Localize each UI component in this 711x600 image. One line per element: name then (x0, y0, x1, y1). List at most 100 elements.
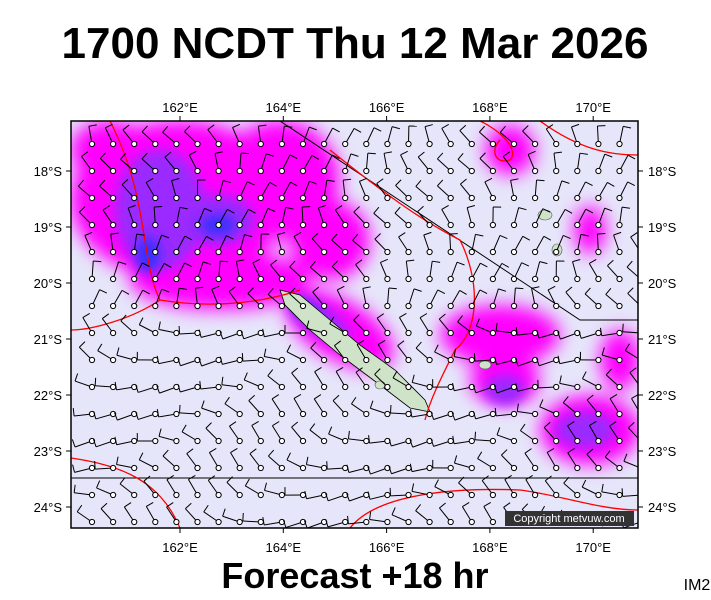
barb-station (468, 194, 475, 202)
lon-label: 162°E (162, 540, 198, 555)
barb-flag (543, 421, 551, 428)
barb-flag (423, 231, 432, 236)
barb-flag (536, 179, 545, 182)
barb-station (215, 491, 222, 499)
barb-flag (181, 424, 187, 433)
barb-flag (328, 426, 333, 435)
barb-staff (641, 127, 648, 144)
barb-flag (457, 315, 463, 323)
barb-flag (475, 233, 484, 237)
barb-station (342, 437, 349, 445)
barb-flag (164, 262, 172, 268)
barb-station (278, 383, 285, 391)
barb-flag (503, 502, 511, 508)
barb-flag (411, 374, 415, 383)
barb-flag (579, 152, 588, 155)
barb-flag (369, 400, 374, 409)
lat-label: 23°S (648, 444, 677, 459)
barb-station (88, 383, 96, 391)
barb-station (278, 221, 285, 229)
barb-flag (244, 234, 253, 238)
barb-station (426, 329, 433, 337)
barb-station (110, 275, 117, 283)
barb-station (215, 194, 222, 202)
barb-station (426, 221, 433, 229)
barb-flag (76, 504, 83, 513)
barb-station (194, 194, 201, 202)
barb-flag (563, 476, 570, 484)
barb-station (616, 248, 623, 256)
barb-staff (631, 398, 638, 411)
barb-station (426, 356, 433, 364)
barb-flag (79, 206, 86, 213)
barb-station (194, 221, 201, 229)
barb-station (468, 302, 475, 310)
barb-flag (353, 127, 362, 133)
barb-station (88, 329, 96, 337)
barb-flag (219, 331, 224, 340)
barb-station (637, 331, 638, 335)
barb-flag (135, 384, 139, 393)
barb-station (131, 491, 138, 499)
barb-station (510, 140, 518, 148)
lat-label: 22°S (34, 388, 63, 403)
barb-flag (477, 451, 483, 459)
barb-station (236, 491, 243, 499)
barb-station (447, 275, 454, 283)
barb-flag (388, 466, 392, 474)
barb-station (616, 410, 623, 418)
barb-flag (284, 125, 293, 128)
barb-station (342, 194, 349, 202)
barb-flag (116, 456, 119, 465)
barb-station (173, 518, 180, 526)
lat-label: 21°S (648, 332, 677, 347)
barb-station (257, 302, 264, 310)
lon-label: 166°E (369, 100, 405, 115)
barb-station (574, 383, 581, 391)
barb-flag (240, 152, 249, 155)
barb-flag (504, 475, 512, 480)
barb-station (88, 518, 96, 526)
barb-station (152, 275, 159, 283)
barb-flag (646, 181, 654, 183)
barb-flag (515, 287, 524, 290)
barb-flag (562, 396, 569, 404)
barb-station (468, 491, 475, 499)
barb-station (553, 356, 560, 364)
barb-station (553, 464, 560, 472)
lat-label: 20°S (34, 276, 63, 291)
barb-station (215, 518, 222, 526)
barb-flag (409, 439, 414, 448)
barb-station (321, 140, 328, 148)
barb-flag (638, 206, 646, 207)
barb-flag (141, 125, 148, 133)
barb-flag (484, 177, 493, 183)
barb-flag (367, 466, 371, 475)
barb-station (278, 437, 285, 445)
barb-station (426, 248, 433, 256)
lon-label: 170°E (575, 540, 611, 555)
barb-station (574, 356, 581, 364)
barb-station (574, 194, 581, 202)
barb-station (131, 275, 138, 283)
barb-flag (624, 343, 630, 351)
barb-flag (571, 123, 580, 128)
copyright: Copyright metvuw.com (513, 513, 624, 525)
barb-station (278, 464, 285, 472)
barb-flag (411, 483, 415, 492)
barb-station (299, 302, 307, 310)
barb-flag (522, 125, 529, 132)
barb-station (88, 464, 96, 472)
barb-station (616, 302, 623, 310)
barb-station (152, 194, 159, 202)
barb-station (236, 437, 243, 445)
barb-flag (224, 396, 230, 405)
barb-flag (99, 289, 108, 294)
barb-flag (458, 476, 465, 484)
barb-station (152, 248, 159, 256)
barb-station (110, 140, 117, 148)
barb-flag (397, 340, 405, 347)
barb-flag (374, 368, 381, 375)
barb-station (131, 248, 138, 256)
barb-station (278, 140, 285, 148)
